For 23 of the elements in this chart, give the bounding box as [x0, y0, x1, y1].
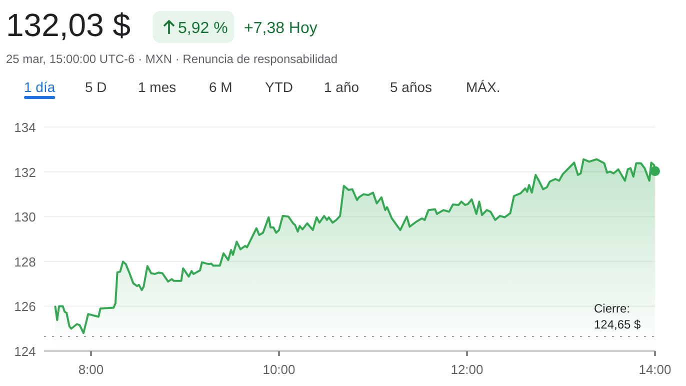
x-tick-label: 10:00 — [262, 362, 296, 377]
y-tick-label: 124 — [14, 344, 36, 359]
text: +7,38 Hoy — [244, 20, 318, 37]
text: 1 año — [324, 79, 360, 95]
y-tick-label: 134 — [14, 120, 36, 135]
text: 1 día — [24, 79, 56, 95]
x-tick-label: 14:00 — [638, 362, 672, 377]
ref-line-label: Cierre: 124,65 $ — [594, 301, 642, 332]
text: YTD — [265, 79, 293, 95]
text: 5 D — [85, 79, 107, 95]
y-tick-label: 126 — [14, 299, 36, 314]
y-tick-label: 132 — [14, 164, 36, 180]
text: MÁX. — [466, 79, 500, 95]
text: 1 mes — [138, 79, 176, 95]
chart-subtitle: 25 mar, 15:00:00 UTC-6 · MXN · Renuncia de responsabilidad — [6, 52, 338, 66]
chart-title: 132,03 $ — [6, 7, 131, 43]
text: 5 años — [390, 79, 432, 95]
text: 6 M — [209, 79, 232, 95]
x-tick-label: 12:00 — [450, 362, 484, 377]
x-tick-label: 8:00 — [78, 362, 104, 377]
text: 5,92 % — [178, 20, 228, 37]
y-tick-label: 128 — [14, 254, 36, 270]
y-tick-label: 130 — [14, 210, 36, 225]
